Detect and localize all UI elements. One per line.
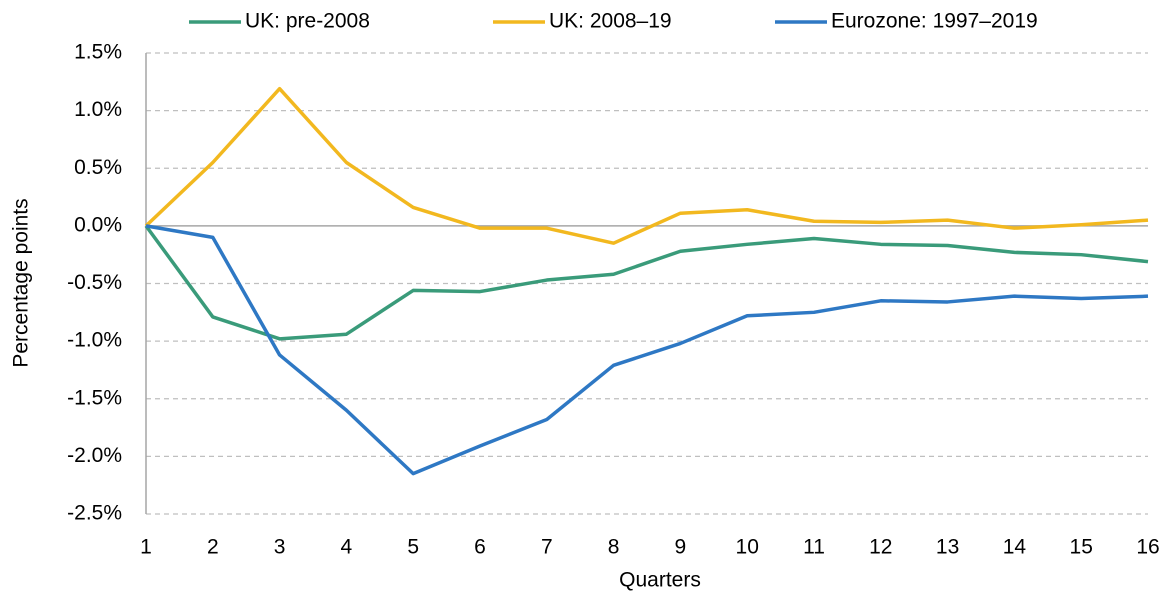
legend-label: Eurozone: 1997–2019 [831, 10, 1038, 33]
x-tick-label: 5 [407, 536, 419, 559]
y-tick-label: 0.5% [74, 156, 122, 179]
y-tick-label: -2.5% [67, 502, 122, 525]
y-tick-label: 1.0% [74, 98, 122, 121]
x-tick-label: 3 [274, 536, 286, 559]
x-tick-label: 7 [541, 536, 553, 559]
y-tick-label: 1.5% [74, 41, 122, 64]
x-tick-label: 9 [675, 536, 687, 559]
x-tick-label: 12 [869, 536, 892, 559]
y-axis-label: Percentage points [10, 198, 33, 367]
series-line [144, 86, 1149, 245]
x-tick-label: 14 [1003, 536, 1027, 559]
x-tick-label: 15 [1070, 536, 1093, 559]
x-tick-label: 1 [140, 536, 152, 559]
legend-label: UK: pre-2008 [245, 10, 370, 33]
y-tick-label: -2.0% [67, 444, 122, 467]
y-tick-label: -1.5% [67, 386, 122, 409]
x-tick-label: 16 [1136, 536, 1159, 559]
x-axis-label: Quarters [619, 569, 701, 592]
x-tick-label: 4 [341, 536, 353, 559]
x-tick-label: 11 [803, 536, 825, 559]
x-tick-label: 13 [936, 536, 959, 559]
x-tick-label: 2 [207, 536, 219, 559]
y-tick-label: 0.0% [74, 213, 122, 236]
y-tick-label: -1.0% [67, 329, 122, 352]
legend-label: UK: 2008–19 [549, 10, 672, 33]
series-line [144, 224, 1149, 341]
x-tick-label: 8 [608, 536, 620, 559]
y-tick-label: -0.5% [67, 271, 122, 294]
x-tick-label: 6 [474, 536, 486, 559]
series-line [145, 224, 1149, 476]
x-tick-label: 10 [736, 536, 759, 559]
